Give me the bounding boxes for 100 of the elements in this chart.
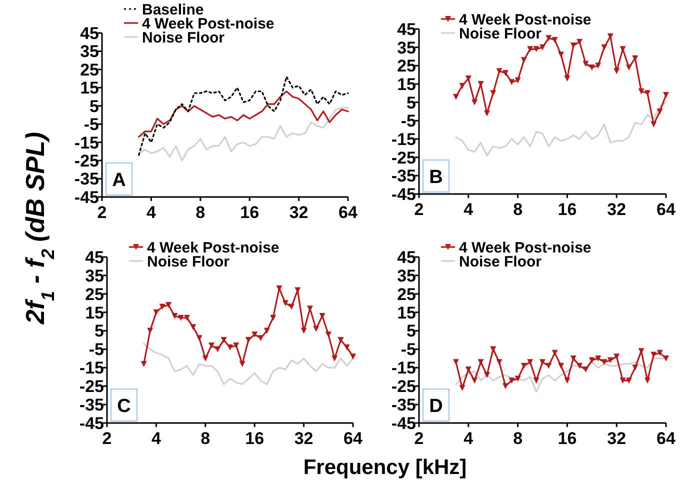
point — [239, 360, 246, 367]
point — [502, 70, 508, 76]
point — [564, 378, 570, 384]
y-tick-label: -35 — [79, 396, 104, 415]
point — [452, 359, 459, 366]
point — [638, 88, 644, 94]
point — [276, 285, 282, 292]
y-tick-label: -25 — [391, 377, 416, 396]
point — [508, 378, 515, 384]
x-tick-label: 2 — [102, 429, 112, 448]
y-tick-label: 45 — [80, 24, 99, 43]
point — [546, 362, 552, 369]
y-tick-label: 5 — [90, 96, 99, 116]
point — [264, 328, 270, 334]
point — [663, 355, 669, 362]
point — [663, 92, 669, 98]
x-tick-label: 64 — [338, 203, 358, 222]
point — [325, 331, 332, 338]
point — [520, 57, 527, 64]
point — [214, 346, 221, 352]
y-tick-label: 15 — [85, 303, 104, 322]
x-tick-label: 8 — [513, 429, 523, 448]
point — [270, 314, 276, 321]
point — [552, 350, 558, 356]
point — [147, 328, 154, 334]
x-axis-title: Frequency [kHz] — [303, 456, 467, 479]
point — [607, 33, 614, 40]
point — [582, 366, 589, 373]
y-tick-label: -45 — [391, 184, 416, 204]
x-tick-label: 4 — [464, 200, 474, 219]
y-tick-label: -45 — [391, 414, 416, 433]
point — [226, 344, 233, 350]
point — [552, 37, 558, 43]
line-series — [138, 76, 349, 156]
line-series — [138, 90, 349, 138]
point — [452, 94, 459, 100]
point — [140, 360, 147, 367]
x-tick-label: 16 — [245, 429, 264, 448]
point — [546, 35, 552, 42]
y-tick-label: 35 — [80, 42, 99, 62]
y-tick-label: 45 — [397, 248, 416, 267]
point — [626, 378, 632, 384]
x-tick-label: 32 — [289, 203, 308, 222]
x-tick-label: 8 — [196, 203, 206, 222]
x-tick-label: 2 — [97, 203, 107, 222]
point — [514, 376, 521, 382]
y-tick-label: 5 — [406, 93, 416, 112]
point — [233, 342, 240, 349]
x-tick-label: 4 — [146, 203, 156, 222]
y-tick-label: 5 — [406, 322, 416, 341]
point — [344, 344, 350, 350]
point — [620, 378, 626, 384]
point — [502, 383, 508, 390]
point — [632, 364, 638, 371]
point — [220, 337, 227, 343]
y-tick-label: -45 — [79, 414, 104, 433]
y-tick-label: 45 — [397, 20, 416, 39]
y-tick-label: -5 — [400, 340, 416, 360]
y-tick-label: 15 — [80, 78, 99, 98]
point — [319, 313, 326, 320]
point — [202, 355, 208, 362]
point — [607, 357, 614, 364]
y-tick-label: 45 — [85, 248, 104, 267]
point — [558, 362, 564, 369]
point — [496, 359, 502, 366]
point — [558, 52, 564, 58]
x-tick-label: 32 — [607, 429, 626, 448]
y-tick-label: -5 — [84, 115, 99, 134]
point — [539, 44, 546, 50]
point — [459, 82, 466, 89]
point — [338, 337, 344, 343]
point — [570, 42, 576, 48]
point — [527, 46, 534, 52]
point — [514, 77, 521, 84]
point — [196, 335, 202, 342]
point — [527, 359, 534, 366]
y-tick-label: -25 — [74, 152, 99, 171]
y-tick-label: -35 — [391, 166, 416, 186]
point — [490, 90, 496, 96]
x-tick-label: 2 — [414, 200, 424, 219]
point — [300, 328, 307, 334]
y-tick-label: -5 — [88, 340, 104, 360]
point — [472, 378, 478, 384]
annotation: D — [429, 396, 443, 417]
point — [595, 62, 602, 69]
point — [539, 359, 546, 366]
x-tick-label: 2 — [414, 429, 424, 448]
x-tick-label: 64 — [656, 429, 676, 448]
y-tick-label: -35 — [74, 170, 99, 189]
point — [588, 64, 595, 70]
point — [601, 359, 608, 366]
point — [208, 342, 215, 349]
y-tick-label: -25 — [79, 377, 104, 396]
y-tick-label: 35 — [85, 266, 104, 286]
point — [472, 99, 478, 106]
annotation: A — [112, 170, 126, 191]
point — [626, 64, 632, 70]
point — [313, 326, 320, 332]
point — [650, 352, 657, 358]
x-tick-label: 4 — [151, 429, 162, 448]
